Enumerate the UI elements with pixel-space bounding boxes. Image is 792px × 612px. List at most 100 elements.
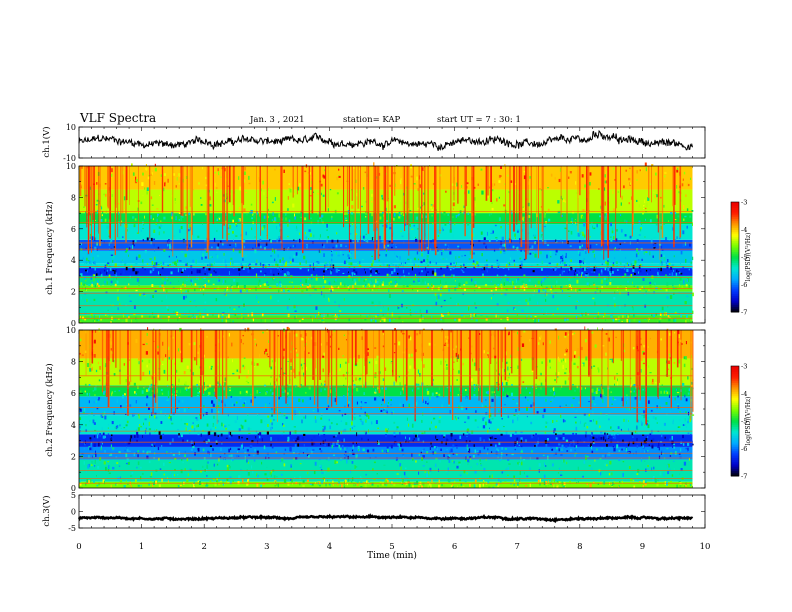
spectrogram-cell — [593, 365, 596, 367]
spectrogram-cell — [289, 256, 291, 259]
spectrogram-cell — [349, 232, 352, 235]
spectrogram-cell — [90, 269, 92, 273]
spectrogram-cell — [497, 449, 499, 452]
spectrogram-cell — [287, 208, 289, 211]
spectrogram-cell — [636, 199, 638, 202]
spectrogram-cell — [243, 171, 246, 175]
spectrogram-cell — [566, 347, 567, 351]
spectrogram-cell — [263, 247, 266, 250]
spectrogram-cell — [613, 447, 616, 452]
spectrogram-cell — [358, 168, 361, 170]
spectrogram-cell — [576, 365, 579, 369]
spectrogram-cell — [370, 317, 373, 322]
spectrogram-cell — [342, 355, 344, 357]
spectrogram-cell — [493, 434, 496, 437]
spectrogram-cell — [425, 215, 427, 218]
spectrogram-cell — [542, 414, 545, 419]
spectrogram-cell — [616, 289, 618, 291]
spectrogram-cell — [691, 265, 693, 270]
spectrogram-cell — [507, 466, 509, 471]
spectrogram-cell — [593, 270, 595, 273]
spectrogram-cell — [235, 401, 238, 404]
spectrogram-cell — [588, 401, 591, 403]
spectrogram-cell — [454, 317, 456, 321]
spectrogram-cell — [443, 285, 446, 289]
spectrogram-cell — [347, 415, 349, 420]
spectrogram-cell — [216, 218, 218, 221]
sferic-streak — [391, 166, 393, 220]
spectrogram-cell — [651, 429, 653, 434]
spectrogram-cell — [577, 466, 579, 471]
spectrogram-cell — [435, 457, 438, 460]
spectrogram-cell — [377, 273, 380, 275]
spectrogram-cell — [233, 403, 235, 407]
spectrogram-cell — [201, 256, 203, 260]
spectrogram-cell — [155, 223, 157, 226]
spectrogram-cell — [435, 319, 437, 322]
spectrogram-cell — [95, 275, 96, 279]
spectrogram-cell — [520, 249, 522, 252]
spectrogram-cell — [350, 481, 353, 483]
spectrogram-cell — [523, 171, 526, 173]
spectrogram-cell — [503, 204, 506, 207]
spectrogram-cell — [666, 282, 669, 286]
spectrogram-cell — [489, 427, 490, 429]
spectrogram-cell — [153, 373, 156, 377]
spectrogram-cell — [280, 270, 282, 273]
spectrogram-cell — [590, 244, 592, 249]
spectrogram-cell — [632, 225, 634, 230]
spectrogram-cell — [365, 240, 368, 243]
sferic-streak — [374, 166, 376, 261]
spectrogram-cell — [252, 266, 254, 269]
spectrogram-cell — [249, 393, 252, 396]
spectrogram-cell — [101, 416, 104, 418]
spectrogram-cell — [177, 317, 179, 321]
spectrogram-cell — [94, 246, 97, 251]
spectrogram-cell — [247, 262, 249, 265]
spectrogram-cell — [519, 470, 521, 475]
spectrogram-cell — [514, 233, 516, 237]
spectrogram-cell — [274, 258, 276, 262]
spectrogram-cell — [444, 342, 446, 345]
spectrogram-cell — [505, 454, 508, 456]
spectrogram-cell — [296, 225, 298, 229]
spectrogram-cell — [676, 185, 678, 189]
spectrogram-cell — [369, 284, 371, 287]
spectrogram-cell — [401, 215, 403, 217]
sferic-streak — [607, 166, 609, 258]
spectrogram-cell — [685, 447, 687, 450]
spectrogram-cell — [522, 216, 525, 218]
spectrogram-cell — [458, 370, 460, 374]
spectrogram-cell — [362, 235, 365, 239]
spectrogram-cell — [429, 261, 431, 264]
spectrogram-cell — [321, 219, 323, 223]
spectrogram-cell — [430, 421, 432, 424]
spectrogram-cell — [627, 264, 629, 267]
spectrogram-cell — [617, 286, 619, 288]
spectrogram-cell — [651, 314, 653, 317]
spectrogram-cell — [579, 260, 582, 264]
spectrogram-cell — [456, 261, 457, 265]
spectrogram-cell — [121, 321, 124, 323]
spectrogram-cell — [595, 391, 598, 394]
spectrogram-cell — [645, 269, 648, 272]
spectrogram-cell — [411, 285, 413, 287]
spectrogram-cell — [583, 234, 586, 238]
sferic-streak — [373, 166, 375, 232]
spectrogram-cell — [275, 261, 277, 264]
spectrogram-cell — [553, 394, 555, 398]
spectrogram-cell — [356, 401, 358, 405]
spectrogram-cell — [378, 301, 381, 305]
spectrogram-cell — [445, 335, 447, 339]
spectrogram-cell — [347, 285, 350, 290]
spectrogram-cell — [473, 313, 476, 317]
spectrogram-cell — [243, 303, 245, 307]
spectrogram-cell — [585, 356, 588, 361]
spectrogram-cell — [630, 390, 632, 393]
sferic-streak — [292, 166, 294, 198]
spectrogram-cell — [618, 484, 620, 487]
spectrogram-cell — [576, 300, 578, 302]
spectrogram-cell — [489, 436, 492, 440]
spectrogram-cell — [146, 403, 148, 407]
spectrogram-cell — [674, 317, 677, 322]
